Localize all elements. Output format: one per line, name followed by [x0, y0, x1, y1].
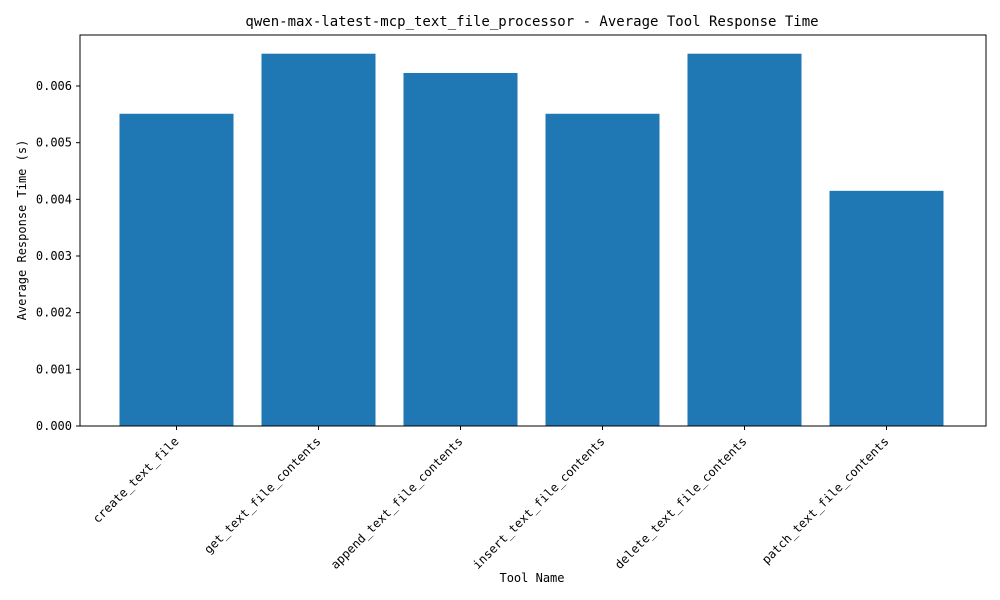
bar-create_text_file [119, 113, 234, 427]
bar-append_text_file_contents [403, 72, 518, 426]
x-axis-label: Tool Name [499, 571, 564, 585]
y-axis-label: Average Response Time (s) [15, 140, 29, 321]
y-tick-label: 0.001 [36, 362, 72, 376]
y-tick-label: 0.006 [36, 79, 72, 93]
y-tick-label: 0.004 [36, 192, 72, 206]
y-axis: 0.000 0.001 0.002 0.003 0.004 0.005 0.006 [36, 79, 80, 433]
x-tick-label-create_text_file: create_text_file [90, 434, 182, 526]
bar-delete_text_file_contents [687, 53, 802, 426]
x-tick-label-get_text_file_contents: get_text_file_contents [201, 434, 323, 556]
x-tick-label-patch_text_file_contents: patch_text_file_contents [759, 434, 892, 567]
y-tick-label: 0.003 [36, 249, 72, 263]
y-tick-label: 0.002 [36, 306, 72, 320]
x-tick-label-insert_text_file_contents: insert_text_file_contents [470, 434, 608, 572]
x-tick-label-delete_text_file_contents: delete_text_file_contents [612, 434, 750, 572]
bar-patch_text_file_contents [829, 190, 944, 426]
x-axis: create_text_file get_text_file_contents ap… [90, 426, 892, 572]
bars-group [119, 53, 944, 427]
chart-title: qwen-max-latest-mcp_text_file_processor … [245, 14, 818, 30]
y-tick-label: 0.005 [36, 136, 72, 150]
y-tick-label: 0.000 [36, 419, 72, 433]
bar-insert_text_file_contents [545, 113, 660, 427]
x-tick-label-append_text_file_contents: append_text_file_contents [328, 434, 466, 572]
plot-frame [79, 34, 987, 427]
bar-get_text_file_contents [261, 53, 376, 426]
